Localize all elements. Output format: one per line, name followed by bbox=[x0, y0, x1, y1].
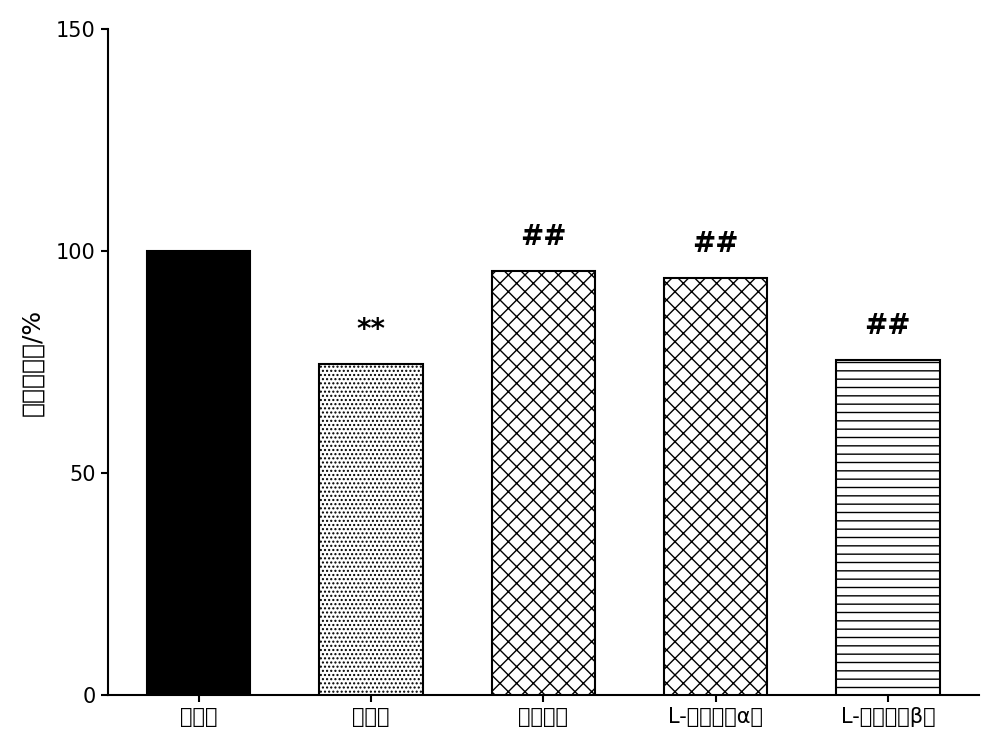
Text: ##: ## bbox=[865, 312, 911, 340]
Text: ##: ## bbox=[692, 230, 739, 257]
Text: ##: ## bbox=[520, 223, 567, 251]
Bar bbox=[147, 251, 250, 696]
Bar bbox=[836, 360, 940, 696]
Bar bbox=[492, 271, 595, 696]
Y-axis label: 细胞增殖率/%: 细胞增殖率/% bbox=[21, 308, 45, 416]
Bar bbox=[319, 364, 423, 696]
Bar bbox=[664, 278, 767, 696]
Text: **: ** bbox=[357, 316, 386, 344]
